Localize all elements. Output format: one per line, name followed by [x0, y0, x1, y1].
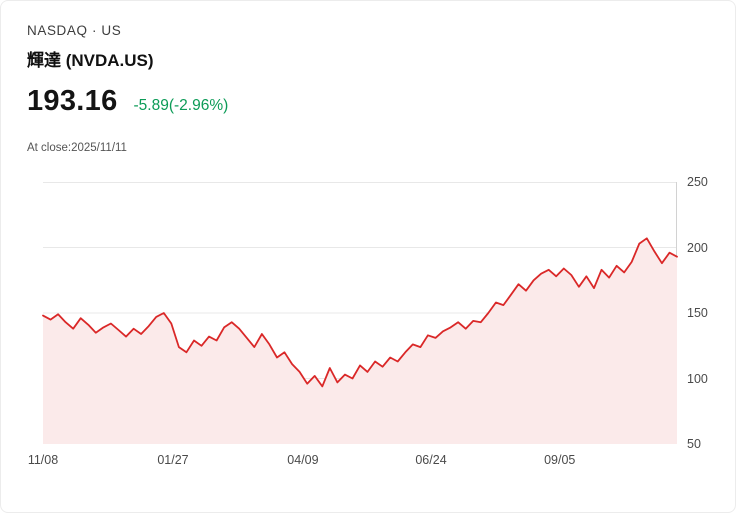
- last-price: 193.16: [27, 85, 118, 117]
- price-row: 193.16 -5.89(-2.96%): [27, 85, 228, 118]
- price-change: -5.89(-2.96%): [133, 97, 229, 114]
- price-area-fill: [43, 238, 677, 444]
- exchange-label: NASDAQ · US: [27, 23, 122, 38]
- x-tick-label: 11/08: [27, 453, 59, 467]
- x-axis: 11/08 01/27 04/09 06/24 09/05: [28, 453, 677, 471]
- y-tick-label: 250: [687, 175, 708, 189]
- y-axis: 50 100 150 200 250: [687, 175, 727, 451]
- as-of-date: At close:2025/11/11: [27, 142, 127, 154]
- x-tick-label: 01/27: [157, 453, 189, 467]
- x-tick-label: 06/24: [415, 453, 447, 467]
- y-tick-label: 150: [687, 306, 708, 320]
- y-tick-label: 50: [687, 437, 701, 451]
- price-line: [42, 237, 678, 388]
- x-tick-label: 09/05: [544, 453, 576, 467]
- x-tick-label: 04/09: [287, 453, 319, 467]
- y-tick-label: 100: [687, 371, 708, 386]
- y-tick-label: 200: [687, 240, 708, 255]
- price-chart[interactable]: [42, 182, 678, 444]
- stock-name: 輝達 (NVDA.US): [27, 51, 154, 70]
